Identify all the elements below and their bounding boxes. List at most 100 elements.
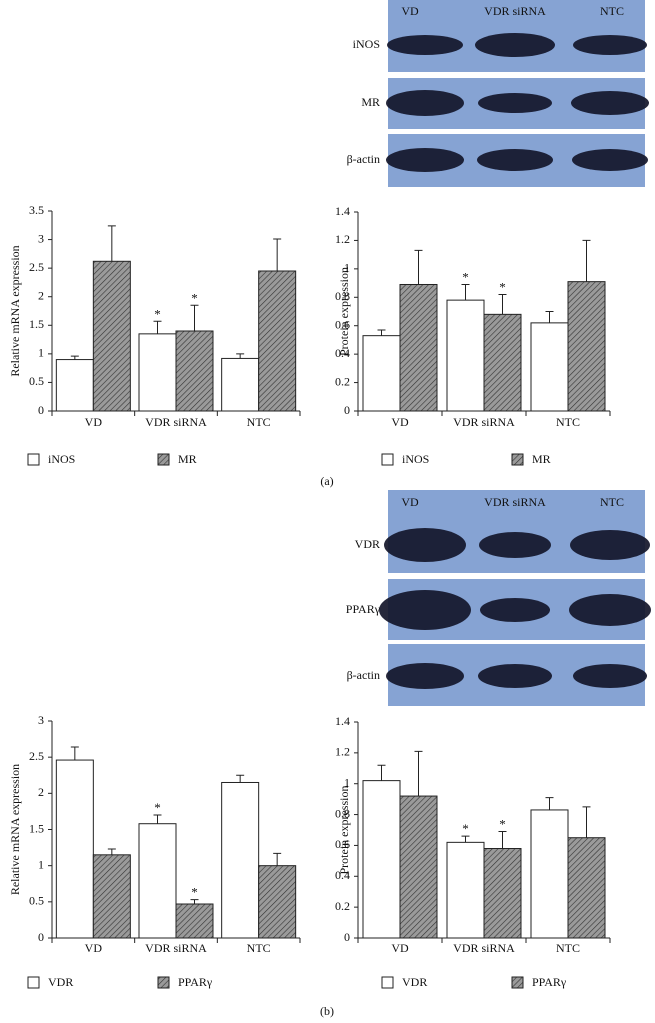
blot-column-label: NTC [600, 4, 624, 18]
significance-mark: * [499, 279, 506, 294]
x-tick-label: VD [391, 415, 409, 429]
significance-mark: * [154, 306, 161, 321]
blot-band [480, 598, 550, 622]
y-tick-label: 2.5 [29, 260, 44, 274]
error-bar [153, 814, 162, 824]
blot-band [571, 91, 649, 115]
legend-swatch [511, 976, 524, 989]
y-tick-label: 0 [344, 403, 350, 417]
bar [362, 335, 401, 412]
blot-band [479, 532, 551, 558]
legend-swatch [157, 976, 170, 989]
bar [92, 260, 131, 412]
blot-band [572, 149, 648, 171]
error-bar [107, 225, 116, 262]
blot-row-label: PPARγ [346, 602, 381, 616]
legend-swatch [381, 453, 394, 466]
y-tick-label: 0 [344, 930, 350, 944]
bar [446, 841, 485, 939]
blot-column-label: VDR siRNA [484, 495, 546, 509]
error-bar [107, 848, 116, 855]
x-tick-label: NTC [247, 941, 271, 955]
legend-label: iNOS [48, 452, 75, 466]
error-bar [414, 249, 423, 285]
blot-band [570, 530, 650, 560]
legend-label: MR [532, 452, 551, 466]
legend-label: VDR [48, 975, 73, 989]
blot-band [386, 148, 464, 172]
bar [138, 823, 177, 939]
y-tick-label: 1 [344, 775, 350, 789]
y-tick-label: 1.5 [29, 821, 44, 835]
y-tick-label: 0.6 [335, 837, 350, 851]
legend-label: MR [178, 452, 197, 466]
error-bar [545, 311, 554, 323]
bar [258, 270, 297, 412]
x-tick-label: VDR siRNA [145, 415, 207, 429]
blot-column-label: NTC [600, 495, 624, 509]
legend-swatch [27, 453, 40, 466]
significance-mark: * [191, 290, 198, 305]
y-tick-label: 0.8 [335, 806, 350, 820]
bar [258, 865, 297, 939]
blot-band [569, 594, 651, 626]
x-tick-label: VDR siRNA [453, 941, 515, 955]
y-tick-label: 0 [38, 930, 44, 944]
error-bar [377, 329, 386, 336]
x-tick-label: NTC [247, 415, 271, 429]
bar [55, 759, 94, 939]
y-tick-label: 0.2 [335, 374, 350, 388]
error-bar [190, 304, 199, 331]
bar [446, 299, 485, 412]
blot-band [475, 33, 555, 57]
y-axis-label: Protein expression [337, 267, 351, 356]
blot-column-label: VD [401, 4, 419, 18]
bar [399, 283, 438, 412]
blot-row-label: MR [361, 95, 380, 109]
error-bar [153, 320, 162, 334]
significance-mark: * [462, 269, 469, 284]
blot-band [478, 93, 552, 113]
bar [221, 781, 260, 939]
blot-band [573, 664, 647, 688]
significance-mark: * [154, 800, 161, 815]
bar [567, 837, 606, 939]
legend-label: PPARγ [532, 975, 567, 989]
error-bar [498, 831, 507, 849]
error-bar [236, 774, 245, 783]
y-axis-label: Relative mRNA expression [8, 245, 22, 376]
blot-band [386, 663, 464, 689]
x-tick-label: VD [85, 941, 103, 955]
error-bar [377, 764, 386, 781]
blot-column-label: VD [401, 495, 419, 509]
y-tick-label: 0.4 [335, 868, 350, 882]
y-axis-label: Relative mRNA expression [8, 764, 22, 895]
y-tick-label: 1 [38, 857, 44, 871]
error-bar [70, 355, 79, 360]
y-tick-label: 0.5 [29, 374, 44, 388]
significance-mark: * [462, 821, 469, 836]
legend-swatch [157, 453, 170, 466]
legend-swatch [27, 976, 40, 989]
x-tick-label: NTC [556, 415, 580, 429]
bar [567, 281, 606, 412]
bar [483, 313, 522, 412]
error-bar [273, 852, 282, 866]
y-tick-label: 2 [38, 288, 44, 302]
legend-label: VDR [402, 975, 427, 989]
y-tick-label: 1.4 [335, 714, 350, 728]
y-tick-label: 2 [38, 785, 44, 799]
blot-band [573, 35, 647, 55]
blot-row-label: β-actin [347, 152, 380, 166]
y-tick-label: 0.8 [335, 289, 350, 303]
significance-mark: * [499, 817, 506, 832]
y-tick-label: 1 [344, 261, 350, 275]
bar [530, 322, 569, 412]
y-tick-label: 2.5 [29, 749, 44, 763]
error-bar [582, 806, 591, 838]
error-bar [461, 283, 470, 301]
bar [175, 330, 214, 412]
y-tick-label: 1.2 [335, 232, 350, 246]
x-tick-label: VDR siRNA [145, 941, 207, 955]
